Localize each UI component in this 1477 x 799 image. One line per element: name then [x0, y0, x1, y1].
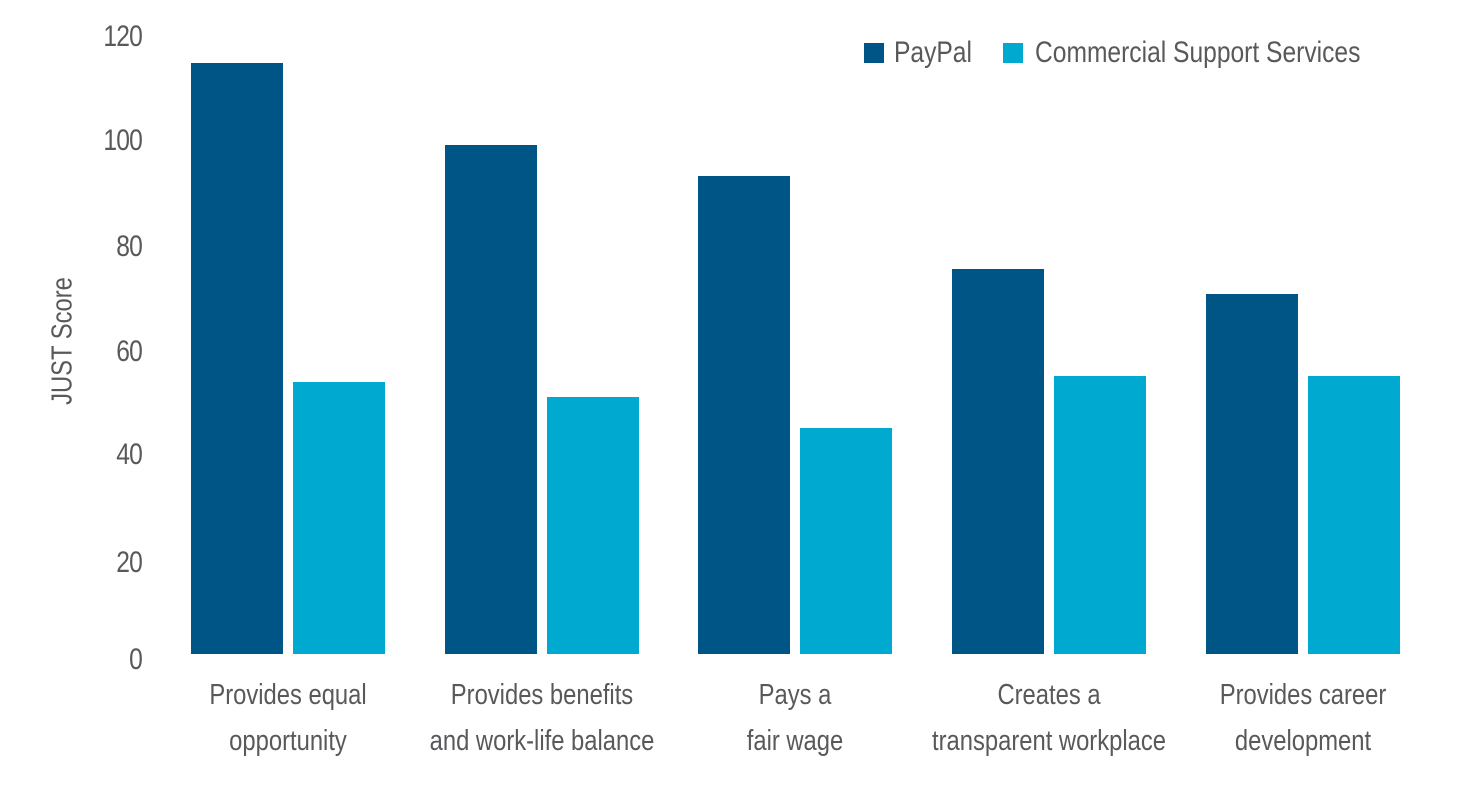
legend-label-paypal: PayPal	[894, 36, 972, 69]
x-label-equal-opportunity: Provides equal opportunity	[209, 679, 367, 757]
bar-paypal-0	[191, 62, 283, 654]
x-label-transparent-workplace: Creates a transparent workplace	[932, 679, 1166, 757]
bar-commercial-support-services-2	[800, 427, 892, 654]
y-tick-0: 0	[129, 643, 143, 676]
bar-paypal-4	[1206, 294, 1298, 654]
bar-paypal-2	[698, 175, 790, 654]
bar-paypal-1	[445, 145, 537, 654]
legend-swatch-paypal	[864, 43, 884, 63]
y-tick-100: 100	[103, 124, 142, 157]
legend-swatch-commercial-support	[1003, 43, 1023, 63]
y-tick-60: 60	[116, 335, 143, 368]
x-label-benefits-work-life: Provides benefits and work-life balance	[429, 679, 655, 757]
y-tick-120: 120	[103, 20, 142, 53]
y-tick-20: 20	[116, 546, 143, 579]
bar-commercial-support-services-3	[1054, 376, 1146, 654]
bar-commercial-support-services-0	[293, 381, 385, 654]
y-tick-80: 80	[116, 230, 143, 263]
y-tick-40: 40	[116, 438, 143, 471]
bar-commercial-support-services-1	[547, 397, 639, 654]
x-label-fair-wage: Pays a fair wage	[746, 679, 844, 757]
legend-label-commercial-support: Commercial Support Services	[1035, 36, 1361, 69]
x-label-career-development: Provides career development	[1219, 679, 1387, 757]
y-axis-label: JUST Score	[46, 277, 79, 405]
bar-paypal-3	[952, 268, 1044, 654]
bar-commercial-support-services-4	[1308, 376, 1400, 654]
legend: PayPal Commercial Support Services	[864, 36, 1432, 70]
